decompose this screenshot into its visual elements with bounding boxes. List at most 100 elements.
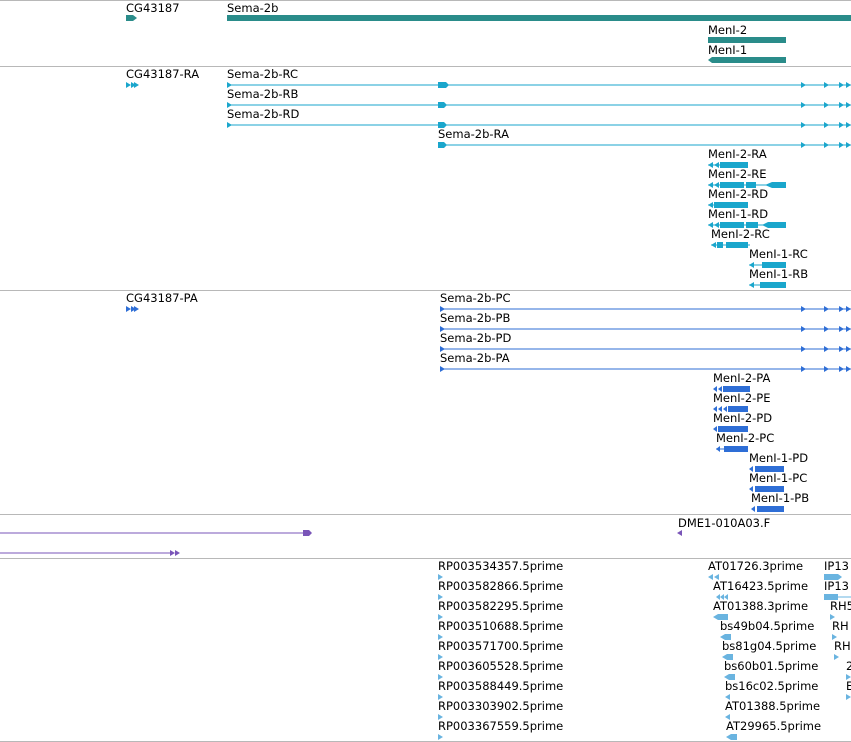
protein-label[interactable]: MenI-1-PB	[751, 491, 810, 505]
protein-feature	[723, 406, 727, 412]
transcript-label[interactable]: MenI-2-RE	[708, 167, 767, 181]
protein-label[interactable]: Sema-2b-PC	[440, 291, 511, 305]
transcript-feature	[824, 142, 829, 148]
est-feature	[438, 694, 443, 700]
protein-feature	[131, 306, 136, 312]
transcript-label[interactable]: MenI-1-RB	[749, 267, 809, 281]
transcript-feature	[749, 262, 754, 268]
protein-feature	[126, 306, 131, 312]
est-feature	[438, 734, 443, 740]
gene-label-cg43187[interactable]: CG43187	[126, 1, 180, 15]
gene-feature-cg43187	[126, 15, 137, 21]
transcript-label[interactable]: CG43187-RA	[126, 67, 200, 81]
protein-label[interactable]: MenI-2-PC	[716, 431, 775, 445]
transcript-label[interactable]: Sema-2b-RB	[227, 87, 299, 101]
protein-feature	[846, 306, 851, 312]
transcript-label[interactable]: Sema-2b-RC	[227, 67, 298, 81]
est-label[interactable]: bs81g04.5prime	[722, 639, 817, 653]
est-label[interactable]: 2	[846, 659, 851, 673]
protein-label[interactable]: MenI-2-PA	[713, 371, 771, 385]
transcript-label[interactable]: Sema-2b-RD	[227, 107, 300, 121]
gene-label-sema-2b[interactable]: Sema-2b	[227, 1, 279, 15]
transcript-feature	[846, 142, 851, 148]
est-label[interactable]: AT01388.3prime	[713, 599, 809, 613]
est-feature	[438, 574, 443, 580]
est-feature	[438, 654, 443, 660]
transcript-feature	[708, 162, 713, 168]
est-label[interactable]: RP003605528.5prime	[438, 659, 564, 673]
protein-label[interactable]: Sema-2b-PB	[440, 311, 511, 325]
protein-label[interactable]: MenI-1-PD	[749, 451, 809, 465]
transcript-feature	[801, 82, 806, 88]
est-label[interactable]: RP003534357.5prime	[438, 559, 564, 573]
est-feature	[726, 734, 731, 740]
track-divider	[0, 290, 851, 291]
gene-feature-meni-2	[708, 37, 786, 43]
transcript-feature	[746, 182, 756, 188]
est-label[interactable]: AT01726.3prime	[708, 559, 804, 573]
est-label[interactable]: RP003571700.5prime	[438, 639, 564, 653]
est-label[interactable]: RP003367559.5prime	[438, 719, 564, 733]
protein-feature	[716, 446, 720, 452]
est-label[interactable]: RH	[832, 619, 849, 633]
est-label[interactable]: RP003510688.5prime	[438, 619, 564, 633]
protein-label[interactable]: Sema-2b-PA	[440, 351, 510, 365]
protein-feature	[846, 346, 851, 352]
est-feature	[438, 674, 443, 680]
est-feature	[720, 634, 725, 640]
est-label[interactable]: IP13	[824, 559, 849, 573]
track-divider	[0, 0, 851, 1]
transcript-feature	[760, 282, 786, 288]
est-label[interactable]: RP003582295.5prime	[438, 599, 564, 613]
est-feature	[724, 594, 728, 600]
transcript-feature	[708, 182, 713, 188]
transcript-feature	[438, 142, 447, 148]
est-label[interactable]: AT29965.5prime	[726, 719, 822, 733]
est-label[interactable]: bs16c02.5prime	[725, 679, 819, 693]
protein-label[interactable]: MenI-1-PC	[749, 471, 808, 485]
transcript-feature	[438, 122, 447, 128]
est-label[interactable]: bs60b01.5prime	[724, 659, 819, 673]
transcript-label[interactable]: MenI-2-RD	[708, 187, 769, 201]
est-label[interactable]: bs49b04.5prime	[720, 619, 815, 633]
gene-label-meni-2[interactable]: MenI-2	[708, 23, 748, 37]
est-label[interactable]: RP003588449.5prime	[438, 679, 564, 693]
protein-feature	[749, 486, 753, 492]
est-label[interactable]: RP003582866.5prime	[438, 579, 564, 593]
transcript-feature	[711, 242, 716, 248]
est-feature	[725, 714, 730, 720]
protein-feature	[724, 446, 748, 452]
est-label[interactable]: AT01388.5prime	[725, 699, 821, 713]
est-label[interactable]: AT16423.5prime	[713, 579, 809, 593]
transcript-label[interactable]: Sema-2b-RA	[438, 127, 509, 141]
est-label[interactable]: RH5	[830, 599, 851, 613]
transcript-label[interactable]: MenI-1-RC	[749, 247, 808, 261]
protein-label[interactable]: Sema-2b-PD	[440, 331, 512, 345]
transcript-feature	[846, 122, 851, 128]
protein-label[interactable]: MenI-2-PD	[713, 411, 773, 425]
est-label[interactable]: RP003303902.5prime	[438, 699, 564, 713]
est-label[interactable]: E	[846, 679, 851, 693]
est-label[interactable]: IP13	[824, 579, 849, 593]
transcript-feature	[717, 242, 723, 248]
protein-feature	[824, 346, 829, 352]
transcript-feature	[708, 222, 713, 228]
gene-feature-sema-2b	[227, 15, 851, 21]
protein-label[interactable]: CG43187-PA	[126, 291, 198, 305]
est-feature	[824, 574, 838, 580]
insertion-label[interactable]: DME1-010A03.F	[678, 516, 771, 530]
protein-feature	[824, 326, 829, 332]
protein-feature	[755, 486, 784, 492]
protein-feature	[824, 366, 829, 372]
gene-label-meni-1[interactable]: MenI-1	[708, 43, 748, 57]
transcript-label[interactable]: MenI-1-RD	[708, 207, 769, 221]
transcript-label[interactable]: MenI-2-RA	[708, 147, 767, 161]
protein-feature	[718, 386, 722, 392]
protein-label[interactable]: MenI-2-PE	[713, 391, 771, 405]
transcript-feature	[839, 82, 844, 88]
transcript-label[interactable]: MenI-2-RC	[711, 227, 770, 241]
transcript-feature	[720, 162, 748, 168]
transcript-feature	[708, 202, 713, 208]
protein-feature	[751, 506, 755, 512]
est-label[interactable]: RH	[834, 639, 851, 653]
